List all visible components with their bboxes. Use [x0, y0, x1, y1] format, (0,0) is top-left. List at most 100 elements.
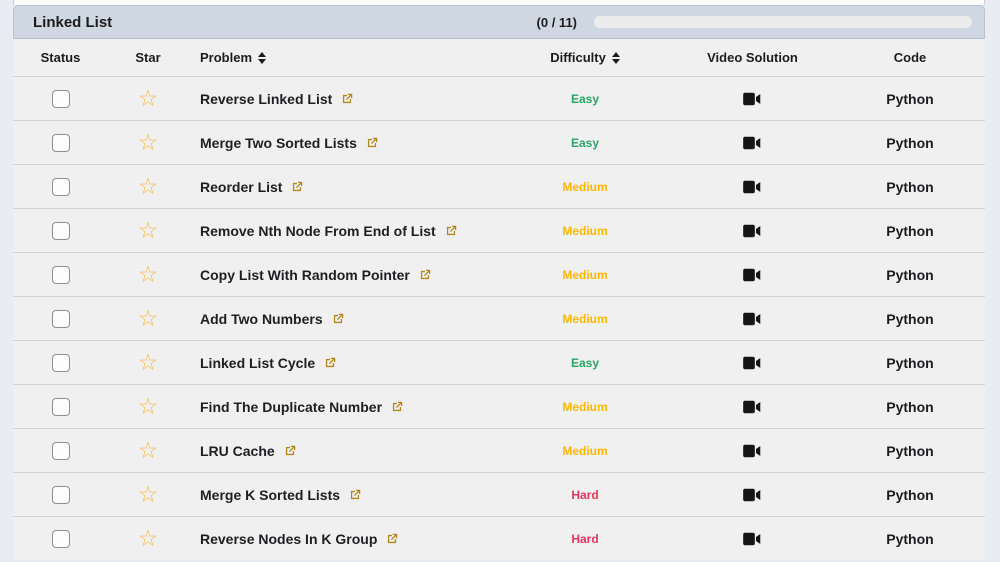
difficulty-cell: Medium: [500, 180, 670, 194]
topic-title: Linked List: [33, 13, 113, 31]
status-checkbox[interactable]: [51, 177, 70, 196]
problem-link[interactable]: Merge K Sorted Lists: [200, 487, 362, 503]
difficulty-cell: Medium: [500, 312, 670, 326]
problem-cell: Remove Nth Node From End of List: [188, 223, 500, 239]
video-camera-icon[interactable]: [743, 92, 762, 106]
star-icon[interactable]: ☆: [137, 437, 159, 463]
star-icon[interactable]: ☆: [137, 393, 159, 419]
status-cell: [13, 309, 108, 328]
problems-table: Status Star Problem Difficulty Video Sol…: [13, 39, 985, 560]
status-checkbox[interactable]: [51, 265, 70, 284]
code-language-link[interactable]: Python: [886, 398, 934, 415]
star-icon[interactable]: ☆: [137, 85, 159, 111]
problem-name: Reverse Nodes In K Group: [200, 530, 378, 547]
code-cell: Python: [835, 399, 985, 415]
video-camera-icon[interactable]: [743, 488, 762, 502]
status-checkbox[interactable]: [51, 529, 70, 548]
star-icon[interactable]: ☆: [137, 261, 159, 287]
problem-name: Remove Nth Node From End of List: [200, 222, 436, 239]
problem-link[interactable]: Linked List Cycle: [200, 355, 337, 371]
code-language-link[interactable]: Python: [886, 134, 934, 151]
column-header-problem-label: Problem: [200, 50, 253, 65]
external-link-icon: [323, 356, 337, 370]
topic-progress-count: (0 / 11): [536, 14, 577, 30]
table-row: ☆ Find The Duplicate Number Medium Pytho…: [13, 384, 985, 428]
code-language-link[interactable]: Python: [886, 354, 934, 371]
code-language-link[interactable]: Python: [886, 90, 934, 107]
table-row: ☆ Remove Nth Node From End of List Mediu…: [13, 208, 985, 252]
topic-accordion-header[interactable]: Linked List (0 / 11): [13, 5, 985, 39]
column-header-problem[interactable]: Problem: [188, 50, 500, 65]
star-icon[interactable]: ☆: [137, 305, 159, 331]
code-cell: Python: [835, 355, 985, 371]
problem-cell: Merge K Sorted Lists: [188, 487, 500, 503]
external-link-icon: [340, 92, 354, 106]
star-icon[interactable]: ☆: [137, 173, 159, 199]
problem-name: Merge Two Sorted Lists: [200, 134, 357, 151]
status-checkbox[interactable]: [51, 133, 70, 152]
video-camera-icon[interactable]: [743, 356, 762, 370]
status-cell: [13, 485, 108, 504]
video-cell: [670, 312, 835, 326]
video-camera-icon[interactable]: [743, 224, 762, 238]
problem-cell: LRU Cache: [188, 443, 500, 459]
star-icon[interactable]: ☆: [137, 481, 159, 507]
code-cell: Python: [835, 91, 985, 107]
status-checkbox[interactable]: [51, 485, 70, 504]
column-header-difficulty-label: Difficulty: [550, 50, 606, 65]
problem-link[interactable]: Find The Duplicate Number: [200, 399, 404, 415]
status-checkbox[interactable]: [51, 309, 70, 328]
external-link-icon: [331, 312, 345, 326]
difficulty-badge: Easy: [570, 355, 600, 370]
star-icon[interactable]: ☆: [137, 349, 159, 375]
problem-cell: Linked List Cycle: [188, 355, 500, 371]
problem-link[interactable]: Add Two Numbers: [200, 311, 345, 327]
video-camera-icon[interactable]: [743, 532, 762, 546]
star-icon[interactable]: ☆: [137, 525, 159, 551]
star-icon[interactable]: ☆: [137, 129, 159, 155]
problem-link[interactable]: Copy List With Random Pointer: [200, 267, 432, 283]
star-cell: ☆: [108, 483, 188, 506]
problem-link[interactable]: LRU Cache: [200, 443, 297, 459]
status-checkbox[interactable]: [51, 441, 70, 460]
status-cell: [13, 529, 108, 548]
video-camera-icon[interactable]: [743, 268, 762, 282]
code-language-link[interactable]: Python: [886, 530, 934, 547]
status-checkbox[interactable]: [51, 221, 70, 240]
external-link-icon: [365, 136, 379, 150]
problem-link[interactable]: Reverse Linked List: [200, 91, 354, 107]
code-language-link[interactable]: Python: [886, 266, 934, 283]
code-language-link[interactable]: Python: [886, 178, 934, 195]
star-icon[interactable]: ☆: [137, 217, 159, 243]
code-language-link[interactable]: Python: [886, 486, 934, 503]
external-link-icon: [348, 488, 362, 502]
code-cell: Python: [835, 487, 985, 503]
sort-icon[interactable]: [611, 51, 620, 64]
code-language-link[interactable]: Python: [886, 222, 934, 239]
video-camera-icon[interactable]: [743, 312, 762, 326]
code-language-link[interactable]: Python: [886, 310, 934, 327]
external-link-icon: [290, 180, 304, 194]
problem-link[interactable]: Reorder List: [200, 179, 304, 195]
difficulty-badge: Medium: [562, 179, 608, 194]
problem-name: Reverse Linked List: [200, 90, 333, 107]
problem-link[interactable]: Merge Two Sorted Lists: [200, 135, 379, 151]
status-cell: [13, 397, 108, 416]
code-language-link[interactable]: Python: [886, 442, 934, 459]
problem-link[interactable]: Remove Nth Node From End of List: [200, 223, 458, 239]
video-camera-icon[interactable]: [743, 444, 762, 458]
problem-link[interactable]: Reverse Nodes In K Group: [200, 531, 399, 547]
video-camera-icon[interactable]: [743, 136, 762, 150]
status-checkbox[interactable]: [51, 353, 70, 372]
progress-bar: [594, 16, 972, 28]
video-camera-icon[interactable]: [743, 180, 762, 194]
sort-icon[interactable]: [258, 51, 267, 64]
difficulty-badge: Medium: [562, 267, 608, 282]
status-checkbox[interactable]: [51, 397, 70, 416]
star-cell: ☆: [108, 175, 188, 198]
external-link-icon: [385, 532, 399, 546]
status-checkbox[interactable]: [51, 89, 70, 108]
video-camera-icon[interactable]: [743, 400, 762, 414]
column-header-difficulty[interactable]: Difficulty: [500, 50, 670, 65]
problem-name: Merge K Sorted Lists: [200, 486, 341, 503]
